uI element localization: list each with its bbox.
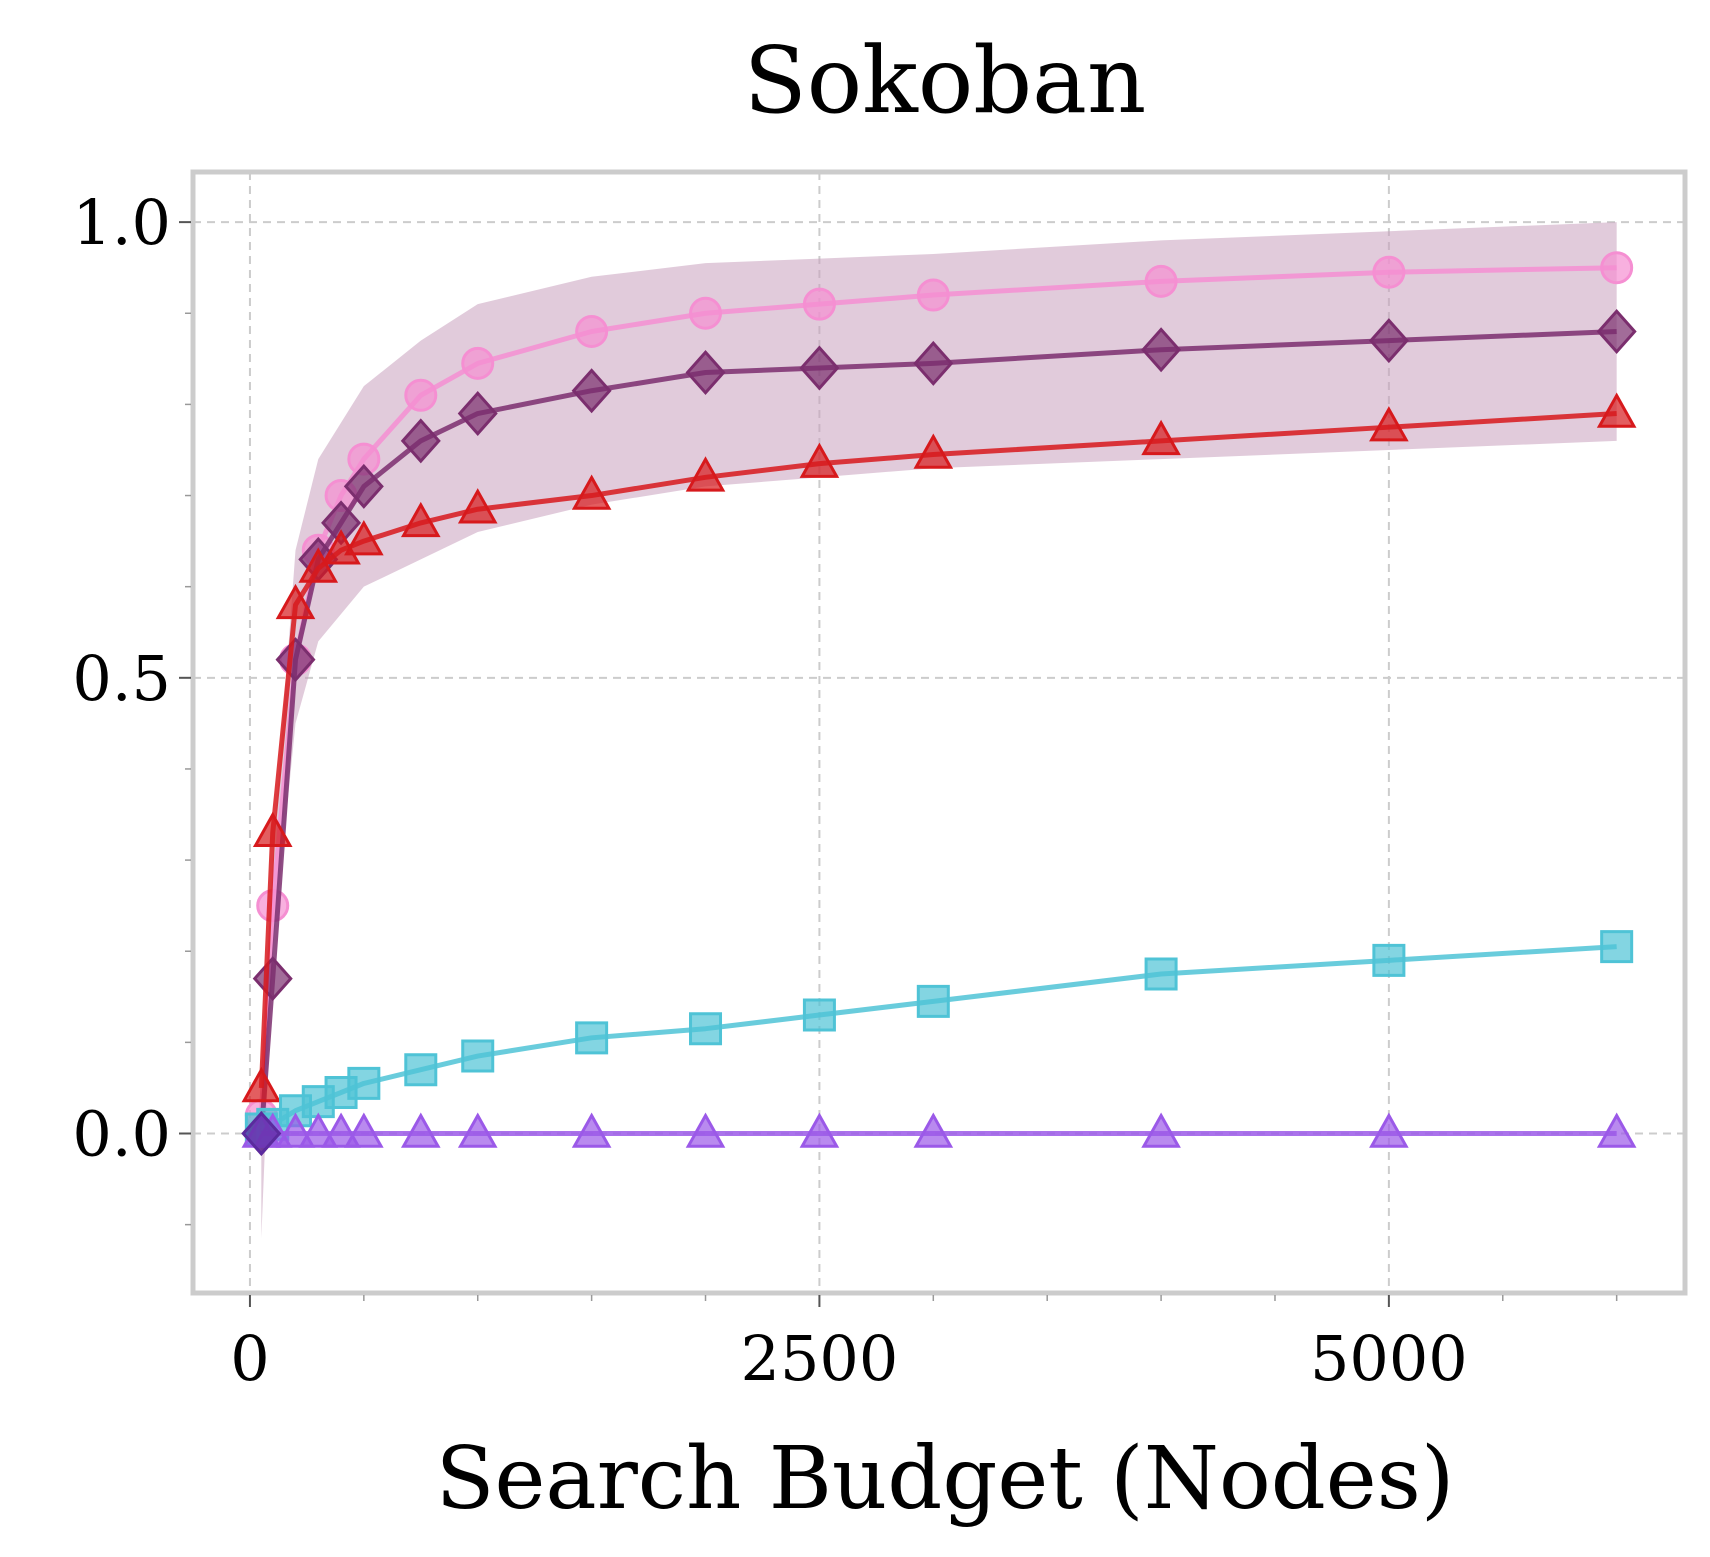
series-3-point-6 xyxy=(404,1053,438,1087)
series-2-point-2 xyxy=(275,583,316,620)
y-tick-label-0: 0.0 xyxy=(72,1098,171,1171)
series-3-point-11 xyxy=(916,984,950,1018)
x-tick-label-2: 5000 xyxy=(1310,1322,1468,1395)
series-4 xyxy=(241,1112,1637,1148)
series-1-point-13 xyxy=(1368,318,1409,364)
series-0-point-7 xyxy=(461,346,495,380)
series-2-point-14 xyxy=(1596,392,1637,428)
series-2-point-0 xyxy=(241,1066,282,1103)
confidence-band xyxy=(261,222,1617,1239)
series-1-point-1 xyxy=(252,956,293,1002)
series-3-point-14 xyxy=(1600,930,1634,964)
series-3 xyxy=(244,930,1634,1146)
series-1-point-6 xyxy=(400,418,441,464)
series-2-point-8 xyxy=(571,474,612,510)
series-5-point-0 xyxy=(241,1111,282,1157)
chart-title: Sokoban xyxy=(744,27,1147,134)
series-1-point-10 xyxy=(799,345,840,391)
series-3-line xyxy=(260,944,1617,1132)
series-3-point-10 xyxy=(802,998,836,1032)
series-2-point-1 xyxy=(252,811,293,848)
series-3-point-13 xyxy=(1372,943,1406,977)
x-tick-label-1: 2500 xyxy=(741,1322,899,1395)
series-4-point-8 xyxy=(571,1112,612,1148)
confidence-band-layer xyxy=(261,222,1617,1239)
series-2-point-3 xyxy=(298,547,339,583)
series-4-point-5 xyxy=(344,1112,384,1148)
y-tick-label-2: 1.0 xyxy=(72,186,171,259)
x-tick-label-0: 0 xyxy=(230,1322,269,1395)
series-0-point-6 xyxy=(404,378,438,412)
series-4-point-11 xyxy=(913,1112,954,1148)
series-1-point-11 xyxy=(913,340,954,386)
x-axis-label: Search Budget (Nodes) xyxy=(436,1429,1455,1529)
series-3-point-9 xyxy=(689,1012,723,1046)
series-4-point-7 xyxy=(457,1112,498,1148)
series-4-point-6 xyxy=(400,1112,441,1148)
series-4-point-13 xyxy=(1369,1112,1409,1148)
series-1-point-14 xyxy=(1596,308,1637,354)
tick-labels: 0 2500 5000 0.0 0.5 1.0 xyxy=(72,186,1467,1395)
series-2-point-5 xyxy=(344,520,384,556)
series-0-point-1 xyxy=(256,889,290,923)
series-4-point-12 xyxy=(1141,1112,1181,1148)
series-layer xyxy=(241,251,1637,1157)
series-0-point-12 xyxy=(1144,264,1178,298)
plot-border xyxy=(190,169,1688,1296)
series-1-point-5 xyxy=(343,463,384,509)
series-1-point-2 xyxy=(275,637,316,683)
series-2-point-12 xyxy=(1141,419,1181,456)
series-0-point-14 xyxy=(1600,251,1634,285)
series-2-point-10 xyxy=(799,442,840,478)
series-3-point-12 xyxy=(1144,957,1178,991)
series-0-point-9 xyxy=(689,296,723,330)
series-0-point-11 xyxy=(916,278,950,312)
series-2 xyxy=(241,392,1637,1103)
series-0-point-10 xyxy=(802,287,836,321)
series-2-point-13 xyxy=(1369,406,1409,442)
series-2-point-6 xyxy=(400,501,441,538)
series-2-point-7 xyxy=(457,488,498,524)
series-1-point-9 xyxy=(685,349,726,396)
series-1-point-8 xyxy=(571,368,612,414)
plot-frame xyxy=(190,169,1688,1296)
series-1-point-12 xyxy=(1141,327,1182,373)
tick-marks xyxy=(179,221,1618,1307)
series-3-point-5 xyxy=(347,1066,381,1100)
series-2-point-11 xyxy=(913,433,954,469)
series-4-point-10 xyxy=(799,1112,840,1148)
series-0-point-13 xyxy=(1372,255,1406,289)
series-0-point-8 xyxy=(575,314,609,348)
series-4-point-14 xyxy=(1596,1112,1637,1148)
series-1-point-7 xyxy=(457,391,498,437)
series-3-point-7 xyxy=(461,1039,495,1073)
series-5 xyxy=(241,1111,282,1157)
series-3-point-8 xyxy=(575,1021,609,1055)
series-4-point-9 xyxy=(685,1112,726,1148)
series-2-point-9 xyxy=(685,456,726,492)
y-tick-label-1: 0.5 xyxy=(72,642,171,715)
